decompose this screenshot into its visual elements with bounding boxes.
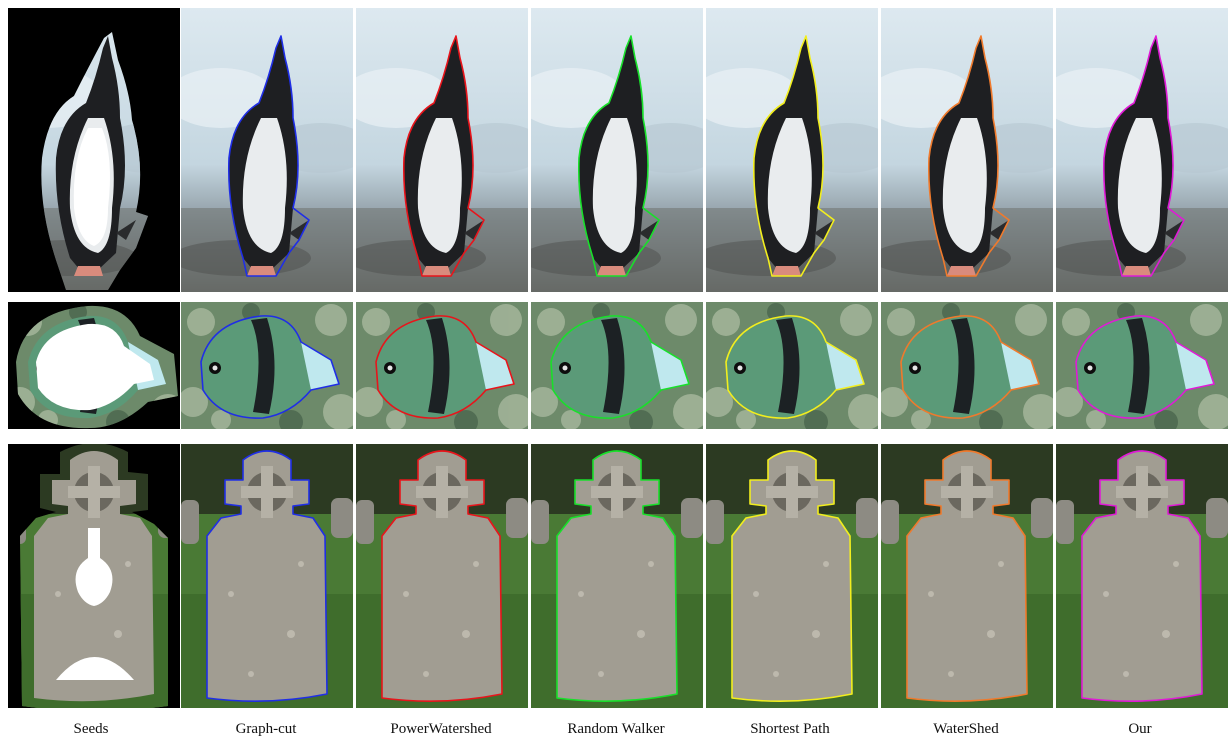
- column-label-seeds: Seeds: [73, 721, 109, 737]
- column-label-graph-cut: Graph-cut: [235, 721, 297, 737]
- fish-result-3: [531, 302, 703, 429]
- penguin-result-6: [1056, 8, 1228, 292]
- fish-result-4: [706, 302, 878, 429]
- column-label-watershed: WaterShed: [933, 721, 999, 737]
- fish-seeds-0: [8, 302, 180, 429]
- gravestone-result-5: [881, 444, 1053, 708]
- penguin-result-2: [356, 8, 528, 292]
- gravestone-result-2: [356, 444, 528, 708]
- gravestone-result-6: [1056, 444, 1228, 708]
- column-label-random-walker: Random Walker: [567, 721, 665, 737]
- gravestone-result-1: [181, 444, 353, 708]
- column-label-shortest-path: Shortest Path: [750, 721, 830, 737]
- column-label-our: Our: [1128, 721, 1152, 737]
- penguin-result-5: [881, 8, 1053, 292]
- fish-result-1: [181, 302, 353, 429]
- gravestone-result-3: [531, 444, 703, 708]
- gravestone-seeds-0: [8, 444, 180, 708]
- fish-result-5: [881, 302, 1053, 429]
- penguin-seeds-0: [8, 8, 180, 292]
- penguin-result-3: [531, 8, 703, 292]
- column-label-powerwatershed: PowerWatershed: [390, 721, 492, 737]
- penguin-result-4: [706, 8, 878, 292]
- fish-result-2: [356, 302, 528, 429]
- fish-result-6: [1056, 302, 1228, 429]
- penguin-result-1: [181, 8, 353, 292]
- gravestone-result-4: [706, 444, 878, 708]
